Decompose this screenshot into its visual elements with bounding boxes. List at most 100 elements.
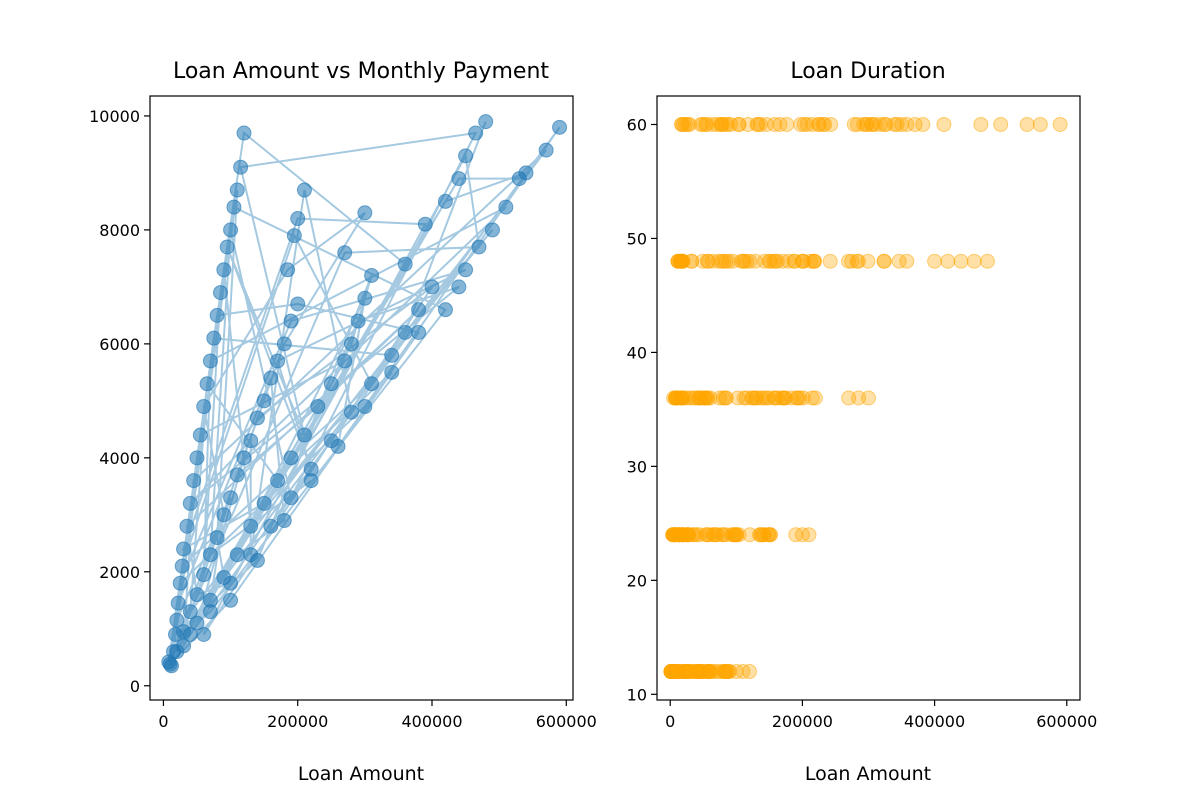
right-data-point (761, 253, 777, 269)
left-axes-frame (149, 95, 574, 701)
left-data-point (182, 495, 198, 511)
left-y-ticks: 0 2000 4000 6000 8000 10000 (89, 107, 150, 696)
right-data-point (691, 527, 707, 543)
left-data-point (233, 159, 249, 175)
right-data-point (679, 527, 695, 543)
left-data-point (176, 638, 192, 654)
left-data-point (196, 399, 212, 415)
right-data-point (708, 664, 724, 680)
right-data-point (823, 116, 839, 132)
left-x-axis-label: Loan Amount (298, 763, 424, 785)
left-data-point (209, 307, 225, 323)
right-data-point (692, 664, 708, 680)
right-data-point (775, 253, 791, 269)
left-data-point (424, 279, 440, 295)
left-data-point (411, 324, 427, 340)
left-data-point (223, 575, 239, 591)
left-data-point (484, 222, 500, 238)
right-data-point (748, 390, 764, 406)
left-data-point (283, 450, 299, 466)
right-data-point (807, 253, 823, 269)
right-data-point (712, 390, 728, 406)
right-data-point (899, 253, 915, 269)
left-data-point (384, 364, 400, 380)
right-data-point (663, 664, 679, 680)
left-data-point (357, 290, 373, 306)
left-data-point (397, 256, 413, 272)
left-data-point (202, 547, 218, 563)
left-subplot: Loan Amount vs Monthly Payment 0 200000 40… (89, 59, 597, 785)
right-data-point (733, 253, 749, 269)
left-data-point (176, 541, 192, 557)
right-data-point (822, 253, 838, 269)
right-data-point (973, 116, 989, 132)
right-data-point (1032, 116, 1048, 132)
right-y-tick-label: 60 (627, 115, 647, 134)
left-data-point (296, 182, 312, 198)
right-data-point (739, 253, 755, 269)
right-data-point (753, 527, 769, 543)
right-data-point (742, 664, 758, 680)
left-data-point (270, 353, 286, 369)
left-data-point (310, 399, 326, 415)
right-data-point (993, 116, 1009, 132)
left-data-point (202, 353, 218, 369)
left-data-point (209, 530, 225, 546)
right-data-point (817, 116, 833, 132)
right-data-point (698, 116, 714, 132)
left-data-point (170, 595, 186, 611)
left-data-point (226, 199, 242, 215)
right-data-point (668, 527, 684, 543)
right-data-point (867, 116, 883, 132)
left-data-point (216, 262, 232, 278)
left-data-point (357, 399, 373, 415)
left-data-point (290, 296, 306, 312)
left-data-point (337, 353, 353, 369)
right-y-tick-label: 10 (627, 685, 647, 704)
left-data-point (229, 547, 245, 563)
right-data-point (979, 253, 995, 269)
left-y-tick-label: 6000 (99, 335, 140, 354)
right-x-tick-label: 400000 (904, 712, 965, 731)
right-data-point (850, 116, 866, 132)
left-y-tick-label: 10000 (89, 107, 140, 126)
right-data-point (811, 116, 827, 132)
left-data-point (216, 507, 232, 523)
left-data-point (276, 513, 292, 529)
left-data-point (223, 222, 239, 238)
left-data-point (417, 216, 433, 232)
left-data-point (280, 262, 296, 278)
left-data-point (478, 114, 494, 130)
left-data-point (538, 142, 554, 158)
right-data-point (714, 116, 730, 132)
left-data-point (283, 313, 299, 329)
right-data-point (891, 253, 907, 269)
right-data-point (697, 390, 713, 406)
left-data-point (397, 324, 413, 340)
left-data-point (468, 125, 484, 141)
right-data-point (757, 253, 773, 269)
left-data-point (552, 119, 568, 135)
left-data-point (249, 552, 265, 568)
left-data-point (357, 205, 373, 221)
right-chart-title: Loan Duration (790, 59, 945, 84)
left-data-point (223, 592, 239, 608)
right-data-point (761, 527, 777, 543)
right-data-point (675, 253, 691, 269)
right-data-point (721, 253, 737, 269)
right-axes-frame (656, 95, 1081, 701)
left-x-tick-label: 200000 (267, 712, 328, 731)
right-data-point (695, 253, 711, 269)
left-data-point (437, 302, 453, 318)
left-data-point (249, 410, 265, 426)
left-data-point (343, 404, 359, 420)
left-data-point (229, 467, 245, 483)
left-x-tick-label: 600000 (536, 712, 597, 731)
right-data-point (742, 527, 758, 543)
left-data-point (364, 267, 380, 283)
right-y-tick-label: 50 (627, 229, 647, 248)
left-data-point (286, 228, 302, 244)
right-data-point (759, 390, 775, 406)
right-data-point (861, 390, 876, 406)
right-y-tick-label: 20 (627, 571, 647, 590)
